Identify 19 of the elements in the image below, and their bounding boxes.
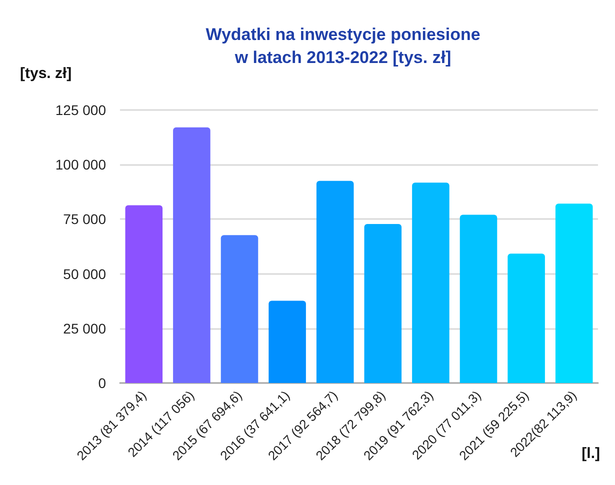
x-axis-title: [l.] — [582, 445, 600, 462]
y-tick-label: 75 000 — [63, 211, 106, 228]
y-tick-label: 0 — [98, 375, 106, 391]
bar — [268, 300, 306, 383]
y-tick-label: 50 000 — [63, 266, 106, 282]
y-axis-title: [tys. zł] — [20, 65, 72, 82]
y-tick-label: 125 000 — [55, 102, 106, 118]
bar — [125, 205, 163, 383]
chart-title: Wydatki na inwestycje poniesione w latach 2013-2022 [tys. zł] — [206, 25, 480, 67]
bar — [460, 214, 498, 383]
bar — [412, 182, 450, 383]
y-tick-label: 100 000 — [55, 156, 106, 173]
bar — [220, 235, 258, 383]
bar — [508, 254, 545, 383]
bar — [173, 127, 210, 383]
bar — [316, 180, 354, 383]
bar — [364, 224, 402, 383]
y-tick-label: 25 000 — [63, 320, 106, 336]
bar — [555, 204, 593, 383]
